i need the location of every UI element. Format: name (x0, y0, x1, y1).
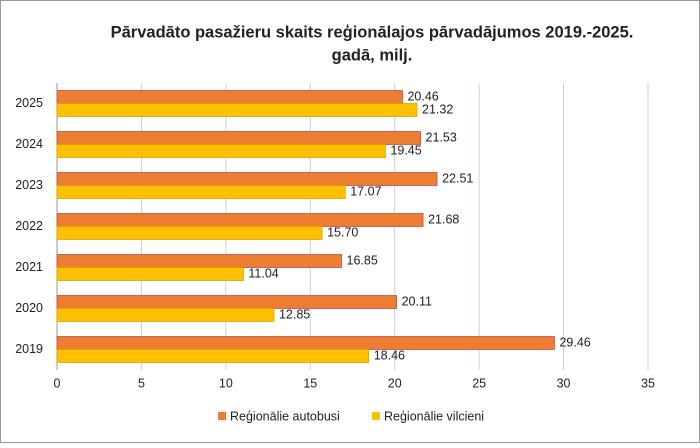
y-tick-label: 2022 (15, 219, 43, 233)
data-label: 21.68 (428, 212, 459, 226)
bar (56, 254, 342, 268)
x-tick-label: 25 (472, 376, 486, 390)
chart-title: Pārvadāto pasažieru skaits reģionālajos … (111, 23, 634, 41)
x-tick-label: 15 (303, 376, 317, 390)
bar (56, 336, 555, 350)
x-tick-label: 35 (641, 376, 655, 390)
y-tick-label: 2025 (15, 96, 43, 110)
data-label: 17.07 (350, 184, 381, 198)
data-label: 20.46 (407, 89, 438, 103)
bar (56, 144, 386, 158)
legend-label: Reģionālie vilcieni (384, 409, 484, 423)
bar (56, 349, 370, 363)
data-label: 12.85 (279, 307, 310, 321)
bar (56, 90, 403, 104)
legend-swatch (372, 412, 380, 420)
x-tick-label: 0 (54, 376, 61, 390)
x-tick-label: 10 (219, 376, 233, 390)
y-tick-label: 2024 (15, 137, 43, 151)
bar (56, 185, 346, 199)
y-tick-label: 2019 (15, 342, 43, 356)
y-tick-label: 2021 (15, 260, 43, 274)
y-tick-label: 2023 (15, 178, 43, 192)
y-tick-label: 2020 (15, 301, 43, 315)
data-label: 18.46 (374, 348, 405, 362)
bar (56, 295, 397, 309)
bar (56, 267, 244, 281)
bar (56, 131, 421, 145)
data-label: 22.51 (442, 171, 473, 185)
bar (56, 226, 323, 240)
legend-label: Reģionālie autobusi (230, 409, 340, 423)
bar (56, 103, 418, 117)
bar (56, 308, 275, 322)
x-tick-label: 30 (557, 376, 571, 390)
data-label: 11.04 (248, 266, 278, 280)
data-label: 21.53 (426, 130, 457, 144)
data-label: 29.46 (559, 335, 590, 349)
data-label: 21.32 (422, 102, 453, 116)
legend-swatch (218, 412, 226, 420)
data-label: 20.11 (402, 294, 432, 308)
data-label: 15.70 (327, 225, 358, 239)
bar (56, 213, 424, 227)
chart-title: gadā, milj. (332, 46, 413, 64)
data-label: 19.45 (390, 143, 421, 157)
x-tick-label: 20 (388, 376, 402, 390)
data-label: 16.85 (347, 253, 378, 267)
x-tick-label: 5 (138, 376, 145, 390)
